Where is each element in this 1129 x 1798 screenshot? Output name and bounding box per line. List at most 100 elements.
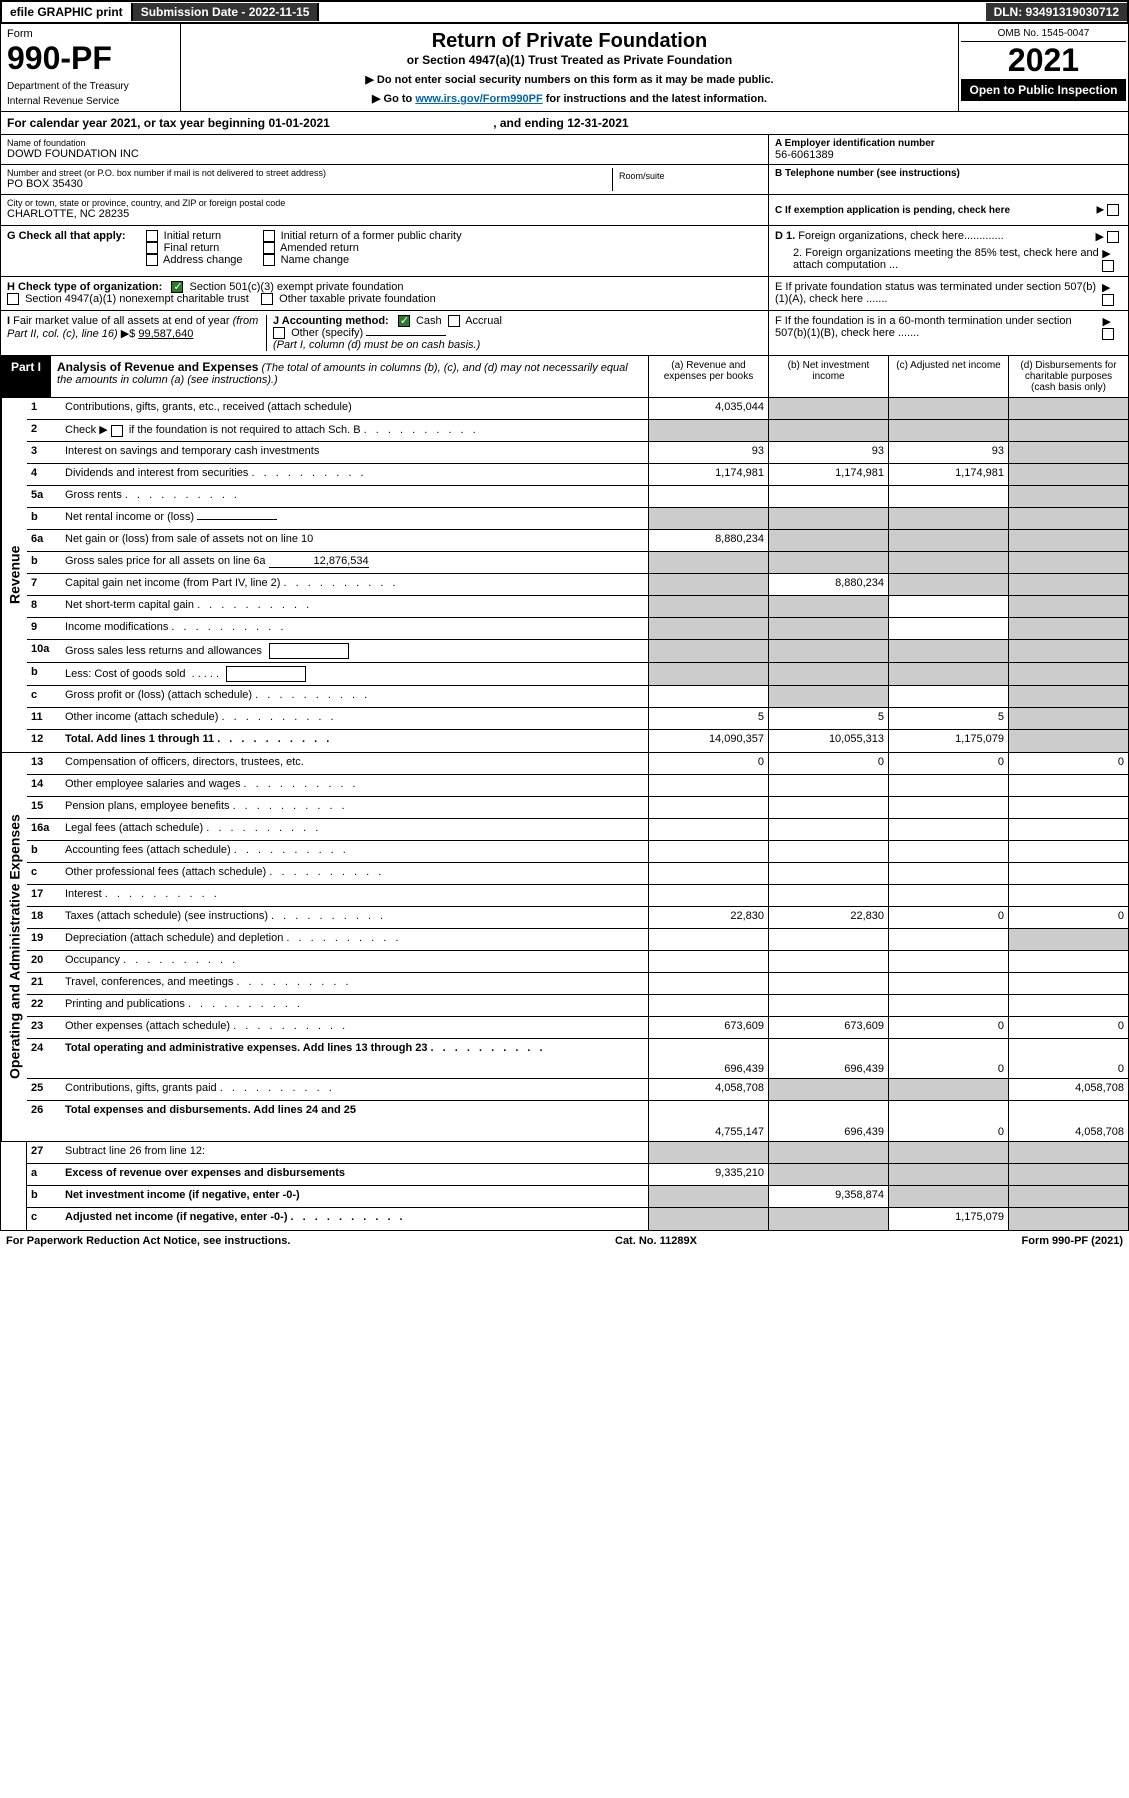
cal-mid: , and ending: [493, 116, 567, 130]
city-value: CHARLOTTE, NC 28235: [7, 208, 762, 220]
line-15: 15 Pension plans, employee benefits: [27, 797, 1128, 819]
cell-d: [1008, 1186, 1128, 1207]
cell-b: 673,609: [768, 1017, 888, 1038]
line-desc: Accounting fees (attach schedule): [61, 841, 648, 862]
cell-b: [768, 508, 888, 529]
cell-b: 696,439: [768, 1039, 888, 1078]
dln: DLN: 93491319030712: [986, 3, 1127, 21]
line-num: 15: [27, 797, 61, 818]
line-desc: Total expenses and disbursements. Add li…: [61, 1101, 648, 1141]
col-c-header: (c) Adjusted net income: [888, 356, 1008, 397]
line-num: 21: [27, 973, 61, 994]
d1-checkbox[interactable]: [1107, 231, 1119, 243]
cell-d: 4,058,708: [1008, 1079, 1128, 1100]
top-bar: efile GRAPHIC print Submission Date - 20…: [0, 0, 1129, 24]
g-label: G Check all that apply:: [7, 230, 126, 242]
cell-c: [888, 841, 1008, 862]
line-desc: Adjusted net income (if negative, enter …: [61, 1208, 648, 1230]
line-3: 3 Interest on savings and temporary cash…: [27, 442, 1128, 464]
cell-d: [1008, 574, 1128, 595]
501c3-checkbox[interactable]: [171, 281, 183, 293]
cell-c: [888, 686, 1008, 707]
line-24: 24 Total operating and administrative ex…: [27, 1039, 1128, 1079]
line-27a: a Excess of revenue over expenses and di…: [27, 1164, 1128, 1186]
initial-former-checkbox[interactable]: [263, 230, 275, 242]
l10b-desc: Less: Cost of goods sold: [65, 668, 185, 680]
cell-d: [1008, 708, 1128, 729]
line-16c: c Other professional fees (attach schedu…: [27, 863, 1128, 885]
foundation-info: Name of foundation DOWD FOUNDATION INC N…: [0, 135, 1129, 226]
cell-a: [648, 1142, 768, 1163]
cell-a: [648, 640, 768, 662]
4947-checkbox[interactable]: [7, 293, 19, 305]
l2-post: if the foundation is not required to att…: [126, 424, 361, 436]
rental-income-line: [197, 519, 277, 520]
cell-a: [648, 574, 768, 595]
cell-c: [888, 618, 1008, 639]
other-method-checkbox[interactable]: [273, 327, 285, 339]
line-desc: Net investment income (if negative, ente…: [61, 1186, 648, 1207]
h-section: H Check type of organization: Section 50…: [1, 277, 768, 310]
cell-b: 22,830: [768, 907, 888, 928]
cell-b: [768, 841, 888, 862]
cell-a: [648, 885, 768, 906]
cell-d: 4,058,708: [1008, 1101, 1128, 1141]
efile-print[interactable]: efile GRAPHIC print: [2, 3, 133, 21]
cell-d: [1008, 973, 1128, 994]
line-num: 17: [27, 885, 61, 906]
name-change-checkbox[interactable]: [263, 254, 275, 266]
expenses-body: 13 Compensation of officers, directors, …: [27, 753, 1128, 1141]
cell-d: [1008, 442, 1128, 463]
g-section: G Check all that apply: Initial return F…: [1, 226, 768, 276]
cat-no: Cat. No. 11289X: [615, 1235, 697, 1247]
cell-b: [768, 775, 888, 796]
d2-checkbox[interactable]: [1102, 260, 1114, 272]
other-taxable-checkbox[interactable]: [261, 293, 273, 305]
col-d-header: (d) Disbursements for charitable purpose…: [1008, 356, 1128, 397]
l11-desc: Other income (attach schedule): [65, 711, 218, 723]
e-checkbox[interactable]: [1102, 294, 1114, 306]
cell-a: 93: [648, 442, 768, 463]
line-num: 3: [27, 442, 61, 463]
l10a-box: [269, 643, 349, 659]
line-desc: Taxes (attach schedule) (see instruction…: [61, 907, 648, 928]
line-desc: Other income (attach schedule): [61, 708, 648, 729]
l21-desc: Travel, conferences, and meetings: [65, 976, 233, 988]
foundation-name-row: Name of foundation DOWD FOUNDATION INC: [1, 135, 768, 165]
l17-desc: Interest: [65, 888, 102, 900]
cell-b: [768, 951, 888, 972]
form990pf-link[interactable]: www.irs.gov/Form990PF: [415, 93, 542, 105]
l10a-desc: Gross sales less returns and allowances: [65, 645, 262, 657]
final-return-label: Final return: [164, 242, 220, 254]
line-num: b: [27, 841, 61, 862]
cell-c: 0: [888, 1017, 1008, 1038]
expenses-table: Operating and Administrative Expenses 13…: [0, 753, 1129, 1142]
line-8: 8 Net short-term capital gain: [27, 596, 1128, 618]
cell-c: [888, 574, 1008, 595]
accrual-checkbox[interactable]: [448, 315, 460, 327]
f-checkbox[interactable]: [1102, 328, 1114, 340]
line-16b: b Accounting fees (attach schedule): [27, 841, 1128, 863]
exemption-checkbox[interactable]: [1107, 204, 1119, 216]
l25-desc: Contributions, gifts, grants paid: [65, 1082, 217, 1094]
line-desc: Gross sales price for all assets on line…: [61, 552, 648, 573]
cash-checkbox[interactable]: [398, 315, 410, 327]
col-a-header: (a) Revenue and expenses per books: [648, 356, 768, 397]
cell-a: 0: [648, 753, 768, 774]
line-desc: Dividends and interest from securities: [61, 464, 648, 485]
form-number: 990-PF: [7, 40, 174, 77]
final-return-checkbox[interactable]: [146, 242, 158, 254]
line-23: 23 Other expenses (attach schedule) 673,…: [27, 1017, 1128, 1039]
line-9: 9 Income modifications: [27, 618, 1128, 640]
initial-return-checkbox[interactable]: [146, 230, 158, 242]
f-label: F If the foundation is in a 60-month ter…: [775, 315, 1102, 340]
cell-c: [888, 398, 1008, 419]
line-22: 22 Printing and publications: [27, 995, 1128, 1017]
amended-return-checkbox[interactable]: [263, 242, 275, 254]
address-change-checkbox[interactable]: [146, 254, 158, 266]
line-num: c: [27, 863, 61, 884]
expenses-side-label: Operating and Administrative Expenses: [1, 753, 27, 1141]
schb-checkbox[interactable]: [111, 425, 123, 437]
line-10a: 10a Gross sales less returns and allowan…: [27, 640, 1128, 663]
cell-b: [768, 1164, 888, 1185]
